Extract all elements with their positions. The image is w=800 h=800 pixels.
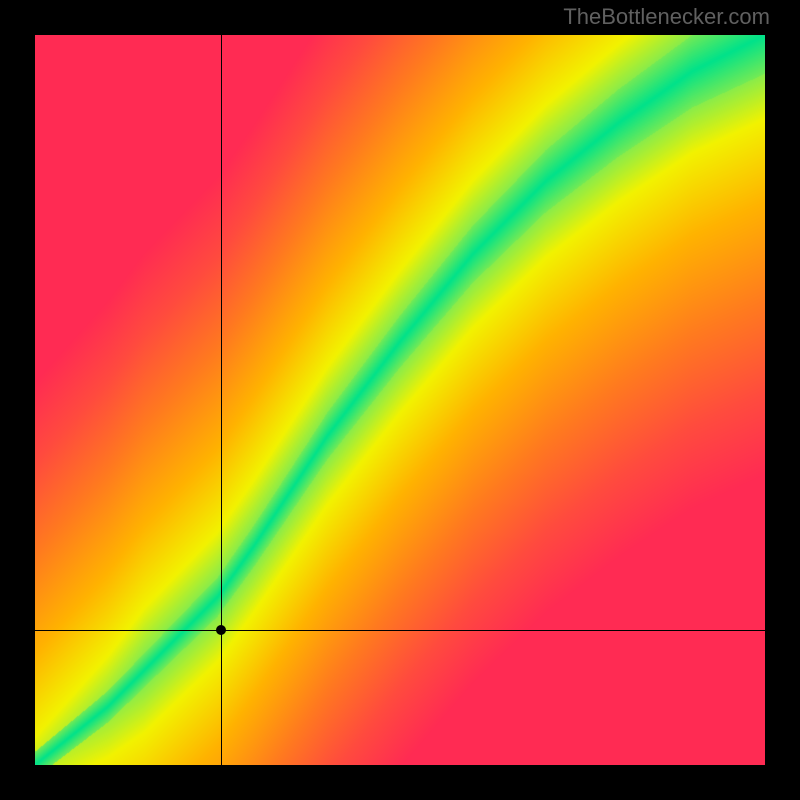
heatmap-canvas [35, 35, 765, 765]
crosshair-vertical [221, 35, 222, 765]
crosshair-marker-dot [216, 625, 226, 635]
crosshair-horizontal [35, 630, 765, 631]
heatmap-plot [35, 35, 765, 765]
watermark-text: TheBottlenecker.com [563, 4, 770, 30]
